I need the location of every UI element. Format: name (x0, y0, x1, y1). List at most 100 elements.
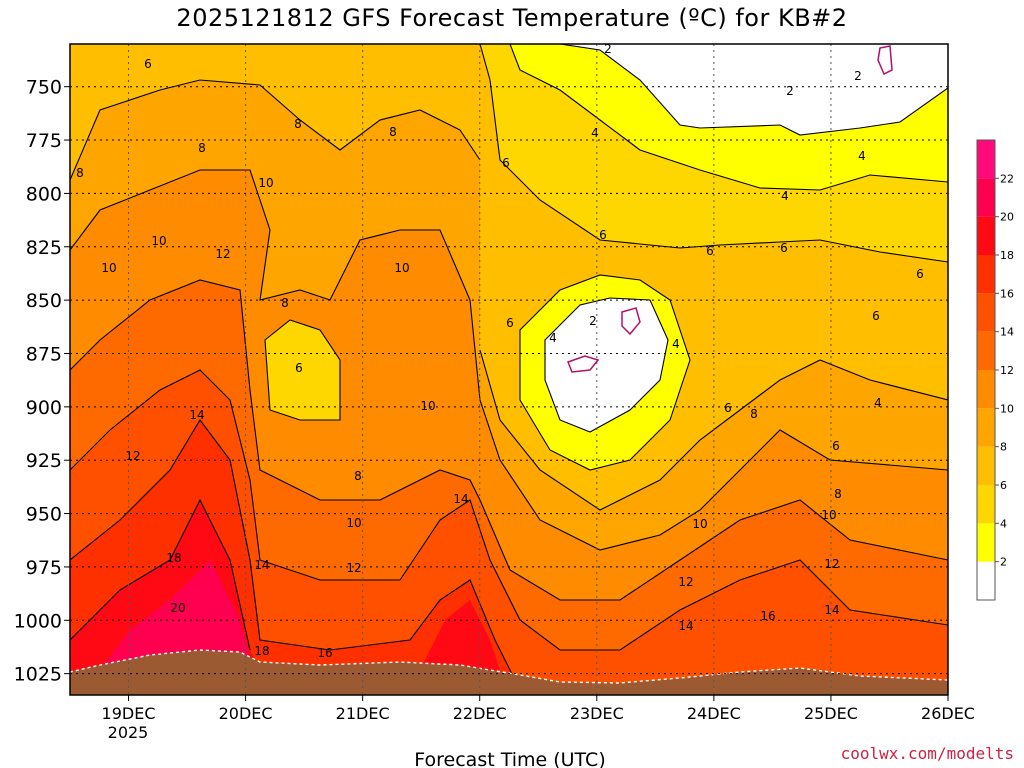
zero-contours (567, 45, 893, 373)
colorbar-bin (977, 331, 995, 370)
contour-label: 6 (916, 267, 924, 281)
x-tick-label: 24DEC (687, 704, 741, 723)
contour-label: 8 (389, 125, 397, 139)
plot-frame (69, 43, 949, 696)
contour-label: 10 (151, 234, 166, 248)
contour-label: 4 (672, 337, 680, 351)
colorbar-bin (977, 561, 995, 600)
contour-label: 10 (420, 399, 435, 413)
y-tick-label: 1025 (14, 664, 62, 686)
y-tick-label: 1000 (14, 610, 62, 632)
contour-lines (70, 44, 948, 691)
contour-label: 4 (591, 126, 599, 140)
band-cool-pocket-2 (545, 298, 668, 432)
x-tick-label: 22DEC (453, 704, 507, 723)
band-20-22 (100, 560, 250, 672)
contour-label: 10 (821, 508, 836, 522)
colorbar-label: 2 (1000, 556, 1007, 569)
colorbar-bin (977, 485, 995, 524)
contour-label: 14 (678, 619, 693, 633)
x-tick-label: 23DEC (570, 704, 624, 723)
contour-label: 2 (589, 314, 597, 328)
contour-label: 8 (354, 469, 362, 483)
contour-label: 6 (780, 241, 788, 255)
contour-label: 18 (254, 644, 269, 658)
contour-label: 6 (144, 57, 152, 71)
x-year-label: 2025 (108, 723, 149, 742)
contour-label: 12 (215, 247, 230, 261)
contour-label: 18 (166, 551, 181, 565)
contour-label: 6 (832, 439, 840, 453)
contour-label: 10 (394, 261, 409, 275)
colorbar-bin (977, 523, 995, 562)
y-tick-label: 825 (26, 237, 62, 259)
y-tick-label: 975 (26, 557, 62, 579)
colorbar-bin (977, 408, 995, 447)
y-axis: 750 775 800 825 850 875 900 925 950 975 1000 1025 (14, 77, 70, 686)
credit-link[interactable]: coolwx.com/modelts (840, 744, 1014, 763)
y-tick-label: 875 (26, 343, 62, 365)
y-tick-label: 950 (26, 504, 62, 526)
contour-label: 8 (750, 407, 758, 421)
colorbar-label: 18 (1000, 249, 1014, 262)
contour-label: 4 (781, 189, 789, 203)
contour-label: 8 (294, 117, 302, 131)
x-tick-label: 19DEC (102, 704, 156, 723)
colorbar-label: 14 (1000, 326, 1014, 339)
contour-label: 10 (692, 517, 707, 531)
terrain-fill (70, 650, 948, 695)
contour-label: 10 (101, 261, 116, 275)
contour-labels: 2 2 2 4 4 4 4 4 4 6 6 6 6 6 6 6 6 6 6 6 8 8 8 8 8 8 8 8 10 10 10 10 10 10… (76, 42, 924, 660)
colorbar-bin (977, 446, 995, 485)
contour-label: 6 (872, 309, 880, 323)
colorbar-bin (977, 216, 995, 255)
contour-label: 10 (346, 516, 361, 530)
contour-label: 14 (453, 492, 468, 506)
colorbar-label: 22 (1000, 172, 1014, 185)
contour-label: 6 (502, 156, 510, 170)
contour-label: 4 (858, 149, 866, 163)
y-tick-label: 925 (26, 450, 62, 472)
plot-area (70, 44, 948, 695)
grid (70, 44, 949, 695)
contour-label: 14 (254, 558, 269, 572)
y-tick-label: 750 (26, 77, 62, 99)
contour-label: 14 (189, 408, 204, 422)
contour-label: 8 (834, 487, 842, 501)
contour-label: 2 (854, 69, 862, 83)
chart-title: 2025121812 GFS Forecast Temperature (ºC)… (176, 4, 848, 32)
contour-label: 6 (706, 244, 714, 258)
contour-label: 16 (760, 609, 775, 623)
y-tick-label: 775 (26, 130, 62, 152)
colorbar-bin (977, 140, 995, 179)
colorbar-bin (977, 178, 995, 217)
contour-label: 16 (317, 646, 332, 660)
contour-label: 2 (604, 42, 612, 56)
colorbar-label: 20 (1000, 211, 1014, 224)
y-tick-label: 850 (26, 290, 62, 312)
contour-label: 6 (599, 228, 607, 242)
contour-label: 12 (346, 561, 361, 575)
band-14-16 (70, 370, 948, 695)
colorbar-label: 6 (1000, 479, 1007, 492)
contour-label: 6 (506, 316, 514, 330)
contour-label: 8 (198, 141, 206, 155)
contour-label: 14 (824, 603, 839, 617)
x-axis: 19DEC 20DEC 21DEC 22DEC 23DEC 24DEC 25DEC 26DEC (102, 695, 975, 723)
contour-label: 12 (125, 449, 140, 463)
contour-label: 6 (295, 361, 303, 375)
contour-label: 20 (170, 601, 185, 615)
contour-label: 12 (678, 575, 693, 589)
x-tick-label: 26DEC (921, 704, 975, 723)
x-axis-title: Forecast Time (UTC) (414, 749, 605, 768)
colorbar-label: 16 (1000, 287, 1014, 300)
colorbar-bin (977, 370, 995, 409)
colorbar-label: 4 (1000, 517, 1007, 530)
colorbar-label: 10 (1000, 402, 1014, 415)
y-tick-label: 900 (26, 397, 62, 419)
colorbar-bin (977, 255, 995, 294)
contour-label: 8 (281, 296, 289, 310)
contour-label: 12 (824, 557, 839, 571)
contour-label: 10 (258, 176, 273, 190)
